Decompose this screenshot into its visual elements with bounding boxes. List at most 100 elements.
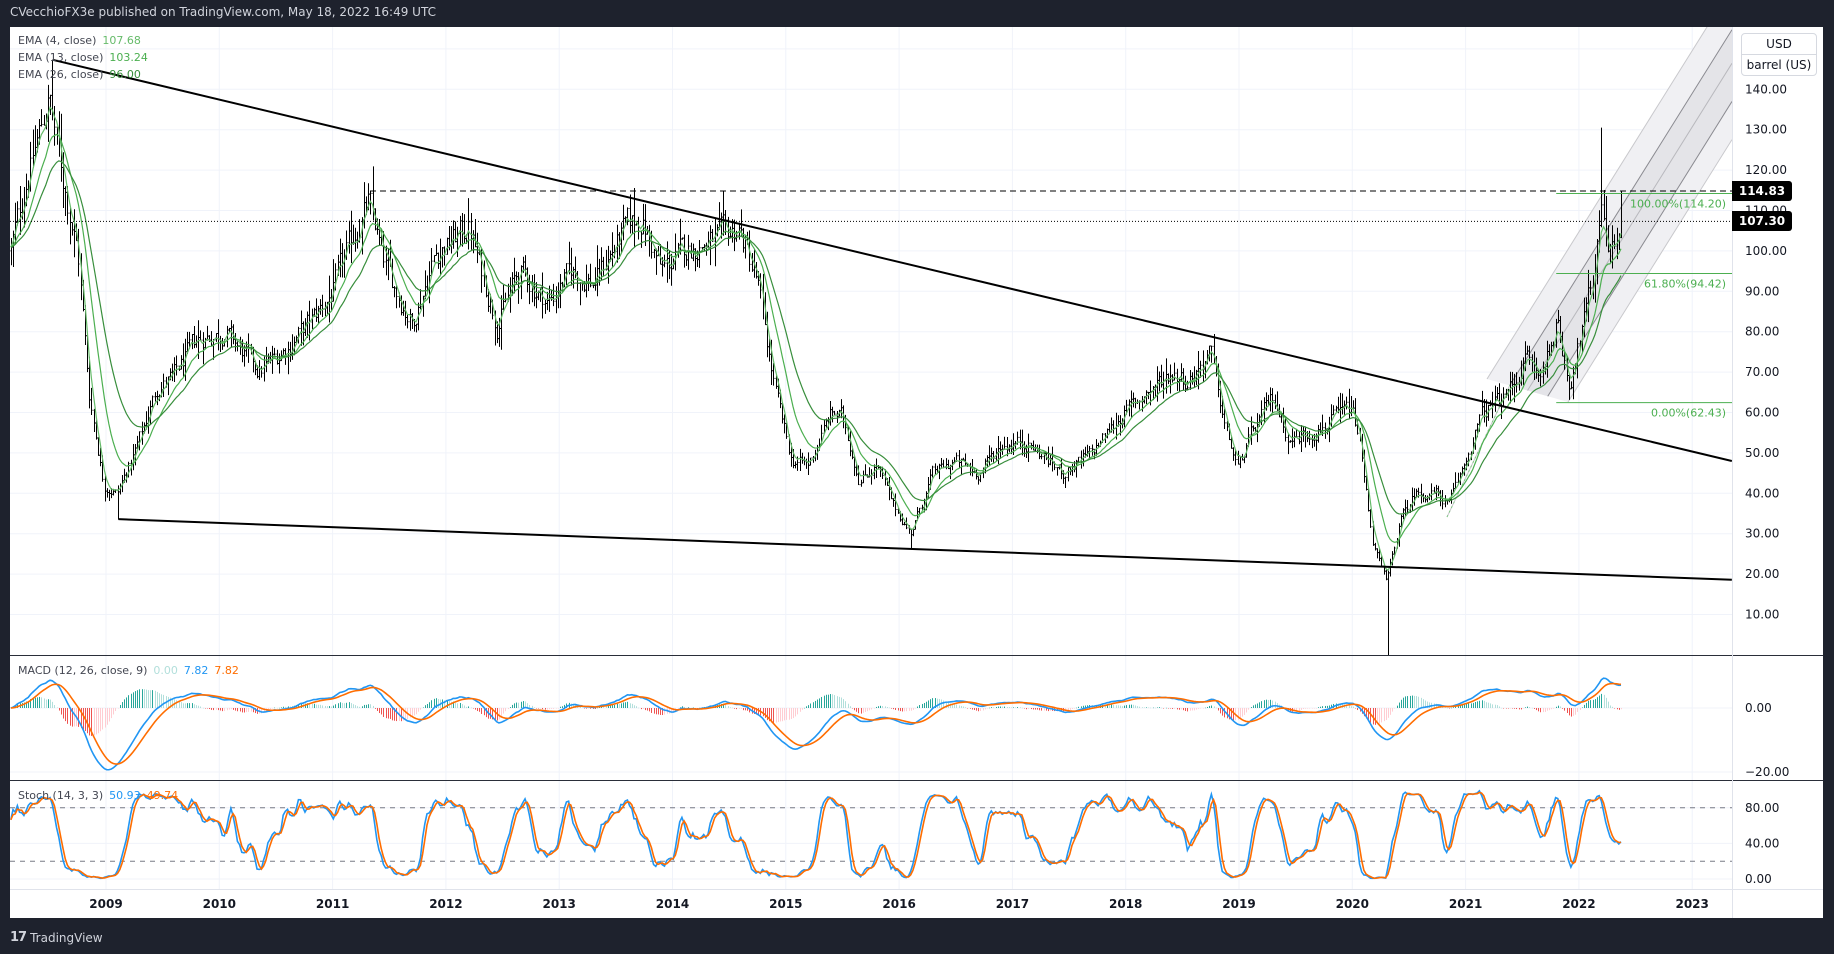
macd-histogram-bar	[1109, 704, 1110, 708]
stoch-k-line	[10, 789, 1622, 880]
macd-histogram-bar	[1037, 708, 1038, 710]
price-bar	[1454, 472, 1457, 490]
chart-panel[interactable]	[10, 27, 1823, 918]
price-bar	[90, 387, 93, 416]
macd-histogram-bar	[1107, 704, 1108, 708]
macd-histogram-bar	[1503, 708, 1504, 709]
price-bar	[1271, 388, 1274, 413]
macd-histogram-bar	[1464, 704, 1465, 708]
price-bar	[141, 421, 144, 445]
channel-line	[1527, 63, 1732, 391]
macd-histogram-bar	[1303, 708, 1304, 709]
stoch-legend[interactable]: Stoch (14, 3, 3) 50.93 49.74	[18, 789, 184, 802]
macd-histogram-bar	[362, 706, 363, 708]
macd-histogram-bar	[1203, 708, 1204, 709]
macd-histogram-bar	[525, 701, 526, 708]
macd-histogram-bar	[220, 708, 221, 711]
price-bar	[931, 465, 934, 478]
macd-histogram-bar	[1560, 706, 1561, 708]
macd-histogram-bar	[1567, 708, 1568, 713]
macd-histogram-bar	[658, 708, 659, 715]
price-bar	[350, 210, 353, 264]
macd-histogram-bar	[455, 702, 456, 708]
macd-histogram-bar	[1240, 708, 1241, 719]
price-bar	[1189, 370, 1192, 390]
price-pane[interactable]: 100.00%(114.20) 61.80%(94.42) 0.00%(62.43)	[10, 58, 1732, 817]
macd-histogram-bar	[1261, 701, 1262, 708]
macd-histogram-bar	[895, 708, 896, 710]
macd-histogram-bar	[392, 708, 393, 721]
macd-histogram-bar	[189, 703, 190, 708]
macd-histogram-bar	[586, 708, 587, 709]
macd-histogram-bar	[1453, 707, 1454, 708]
price-bar	[502, 284, 505, 311]
macd-histogram-bar	[1015, 707, 1016, 708]
macd-histogram-bar	[438, 699, 439, 708]
macd-histogram-bar	[135, 691, 136, 708]
macd-histogram-bar	[1161, 707, 1162, 709]
currency-unit-selector[interactable]: USD barrel (US)	[1741, 33, 1817, 76]
price-tick-label: 120.00	[1745, 163, 1787, 177]
price-bar	[319, 299, 322, 315]
macd-histogram-bar	[152, 690, 153, 708]
price-bar	[1345, 396, 1348, 410]
ema13-legend[interactable]: EMA (13, close) 103.24	[18, 51, 154, 64]
macd-histogram-bar	[987, 708, 988, 709]
tradingview-logo[interactable]: 17 TradingView	[10, 930, 103, 945]
macd-histogram-bar	[1386, 708, 1387, 720]
macd-histogram-bar	[1314, 708, 1315, 709]
macd-histogram-bar	[1586, 702, 1587, 708]
macd-histogram-bar	[1031, 708, 1032, 710]
macd-histogram-bar	[693, 707, 694, 709]
stoch-pane[interactable]	[10, 789, 1732, 880]
price-bar	[108, 489, 111, 501]
macd-histogram-bar	[1447, 707, 1448, 709]
macd-histogram-bar	[935, 698, 936, 708]
macd-pane[interactable]	[10, 677, 1622, 771]
macd-histogram-bar	[335, 704, 336, 708]
ema4-legend[interactable]: EMA (4, close) 107.68	[18, 34, 147, 47]
macd-histogram-bar	[1495, 704, 1496, 708]
price-bar	[49, 94, 52, 116]
macd-histogram-bar	[1379, 708, 1380, 724]
macd-histogram-bar	[1534, 708, 1535, 709]
regression-channel[interactable]	[1446, 0, 1732, 518]
macd-histogram-bar	[94, 708, 95, 736]
macd-histogram-bar	[1139, 706, 1140, 708]
macd-histogram-bar	[1499, 706, 1500, 708]
macd-histogram-bar	[1264, 700, 1265, 708]
macd-histogram-bar	[954, 704, 955, 708]
macd-histogram-bar	[113, 708, 114, 715]
macd-histogram-bar	[1506, 708, 1507, 709]
price-bar	[1498, 383, 1501, 405]
macd-histogram-bar	[181, 702, 182, 708]
macd-histogram-bar	[747, 708, 748, 711]
price-bar	[1223, 408, 1226, 429]
macd-histogram-bar	[549, 708, 550, 710]
price-bar	[500, 295, 503, 350]
macd-histogram-bar	[749, 708, 750, 713]
price-bar	[901, 513, 904, 526]
price-bar	[1095, 439, 1098, 456]
price-bar	[293, 336, 296, 356]
macd-histogram-bar	[231, 708, 232, 710]
ema26-legend[interactable]: EMA (26, close) 96.00	[18, 68, 147, 81]
price-bar	[977, 476, 980, 485]
macd-histogram-bar	[917, 706, 918, 708]
macd-histogram-bar	[906, 708, 907, 712]
macd-histogram-bar	[1551, 708, 1552, 710]
macd-histogram-bar	[1327, 705, 1328, 708]
trendline	[118, 518, 1732, 581]
macd-histogram-bar	[1512, 708, 1513, 709]
macd-histogram-bar	[739, 708, 740, 709]
macd-histogram-bar	[1377, 708, 1378, 725]
price-bar	[733, 219, 736, 252]
macd-histogram-bar	[514, 703, 515, 708]
macd-histogram-bar	[255, 708, 256, 714]
macd-legend[interactable]: MACD (12, 26, close, 9) 0.00 7.82 7.82	[18, 664, 245, 677]
macd-histogram-bar	[926, 701, 927, 708]
macd-histogram-bar	[146, 689, 147, 708]
macd-histogram-bar	[107, 708, 108, 725]
macd-histogram-bar	[1078, 706, 1079, 708]
